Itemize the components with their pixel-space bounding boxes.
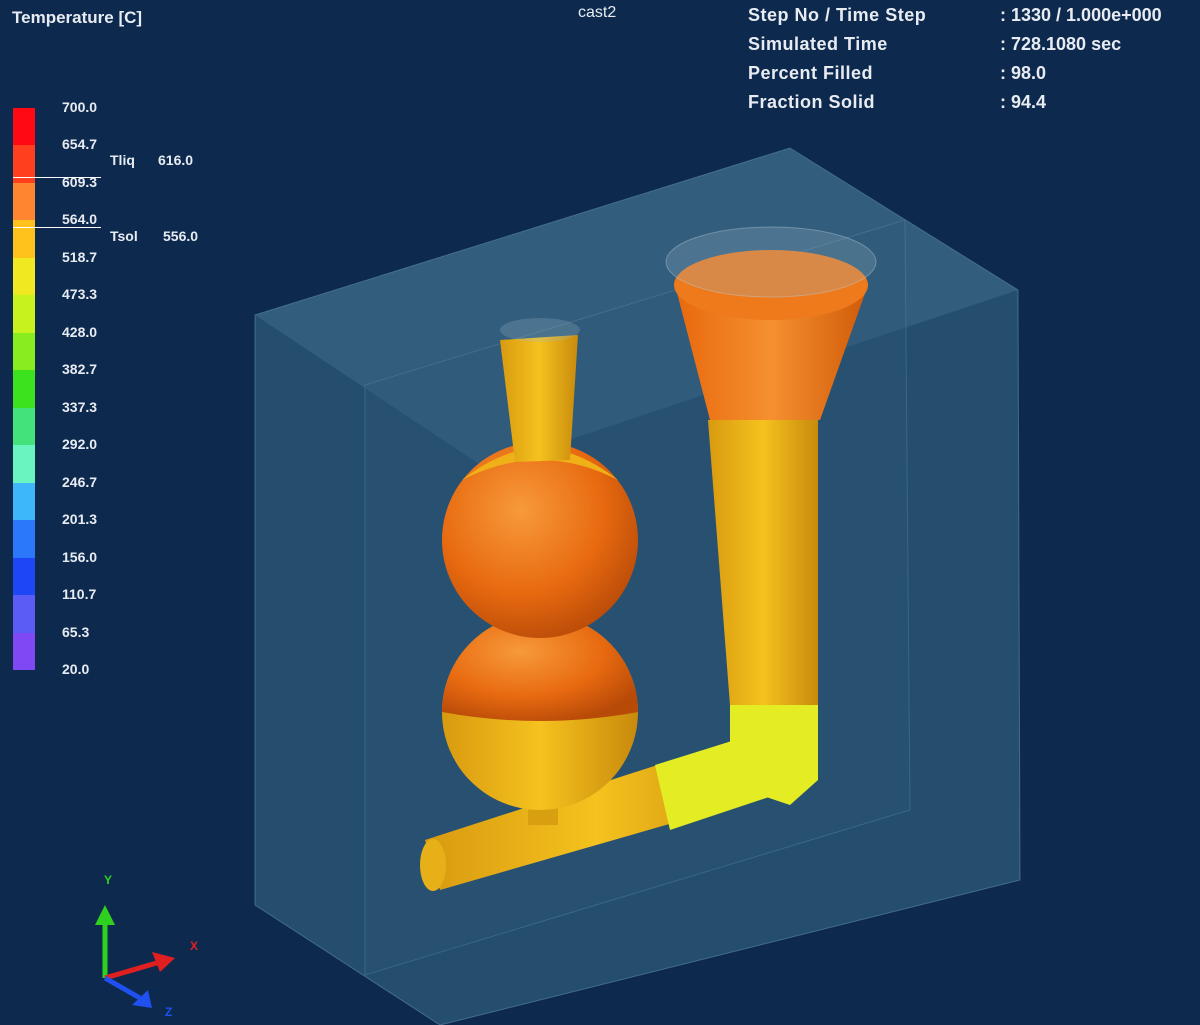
axis-triad: Y X Z xyxy=(95,873,198,1019)
colorbar-tick-label: 20.0 xyxy=(62,661,90,677)
colorbar-tick-label: 156.0 xyxy=(62,548,98,565)
colorbar-tick-label: 382.7 xyxy=(62,361,98,378)
colorbar-band xyxy=(13,595,35,634)
info-value: : 728.1080 sec xyxy=(1000,34,1122,54)
colorbar-band xyxy=(13,257,35,296)
colorbar-tick-label: 700.0 xyxy=(62,99,98,115)
colorbar-band xyxy=(13,445,35,484)
x-axis-label: X xyxy=(190,939,198,953)
colorbar-tick-label: 292.0 xyxy=(62,436,98,453)
colorbar-tick-label: 337.3 xyxy=(62,398,98,415)
colorbar-band xyxy=(13,407,35,446)
colorbar-tick-label: 201.3 xyxy=(62,511,98,528)
colorbar-tick-label: 473.3 xyxy=(62,286,98,303)
colorbar-tick-label: 518.7 xyxy=(62,248,98,265)
colorbar-band xyxy=(13,520,35,559)
info-label: Fraction Solid xyxy=(748,92,876,112)
colorbar-tick-label: 65.3 xyxy=(62,623,90,640)
tliq-marker-line xyxy=(13,177,101,178)
colorbar-tick-label: 110.7 xyxy=(62,586,97,603)
colorbar-tick-label: 428.0 xyxy=(62,323,98,340)
tliq-label: Tliq xyxy=(110,152,135,168)
x-axis-arrow xyxy=(104,959,161,981)
colorbar-band xyxy=(13,108,35,146)
colorbar-band xyxy=(13,220,35,259)
colorbar-band xyxy=(13,332,35,371)
colorbar-band xyxy=(13,482,35,521)
colorbar-tick-label: 564.0 xyxy=(62,211,98,228)
info-label: Percent Filled xyxy=(748,63,874,83)
colorbar-band xyxy=(13,632,35,671)
z-axis-arrow xyxy=(103,975,142,1001)
casting-spheres xyxy=(442,318,638,825)
info-value: : 1330 / 1.000e+000 xyxy=(1000,5,1162,25)
info-value: : 98.0 xyxy=(1000,63,1047,83)
z-axis-label: Z xyxy=(165,1005,172,1019)
tsol-marker-line xyxy=(13,227,101,228)
colorbar-tick-label: 246.7 xyxy=(62,473,98,490)
colorbar-tick-label: 654.7 xyxy=(62,136,98,153)
info-value: : 94.4 xyxy=(1000,92,1047,112)
tliq-value: 616.0 xyxy=(158,152,194,168)
colorbar-band xyxy=(13,557,35,596)
colorbar-band xyxy=(13,145,35,184)
legend-title: Temperature [C] xyxy=(12,8,143,27)
sprue xyxy=(665,226,877,805)
colorbar-band xyxy=(13,295,35,334)
tsol-label: Tsol xyxy=(110,228,138,244)
case-name: cast2 xyxy=(578,4,617,21)
info-label: Step No / Time Step xyxy=(748,5,927,25)
mold-box xyxy=(254,147,1021,1025)
y-axis-label: Y xyxy=(104,873,112,887)
colorbar-band xyxy=(13,370,35,409)
tsol-value: 556.0 xyxy=(163,228,199,244)
info-label: Simulated Time xyxy=(748,34,888,54)
colorbar-band xyxy=(13,182,35,221)
